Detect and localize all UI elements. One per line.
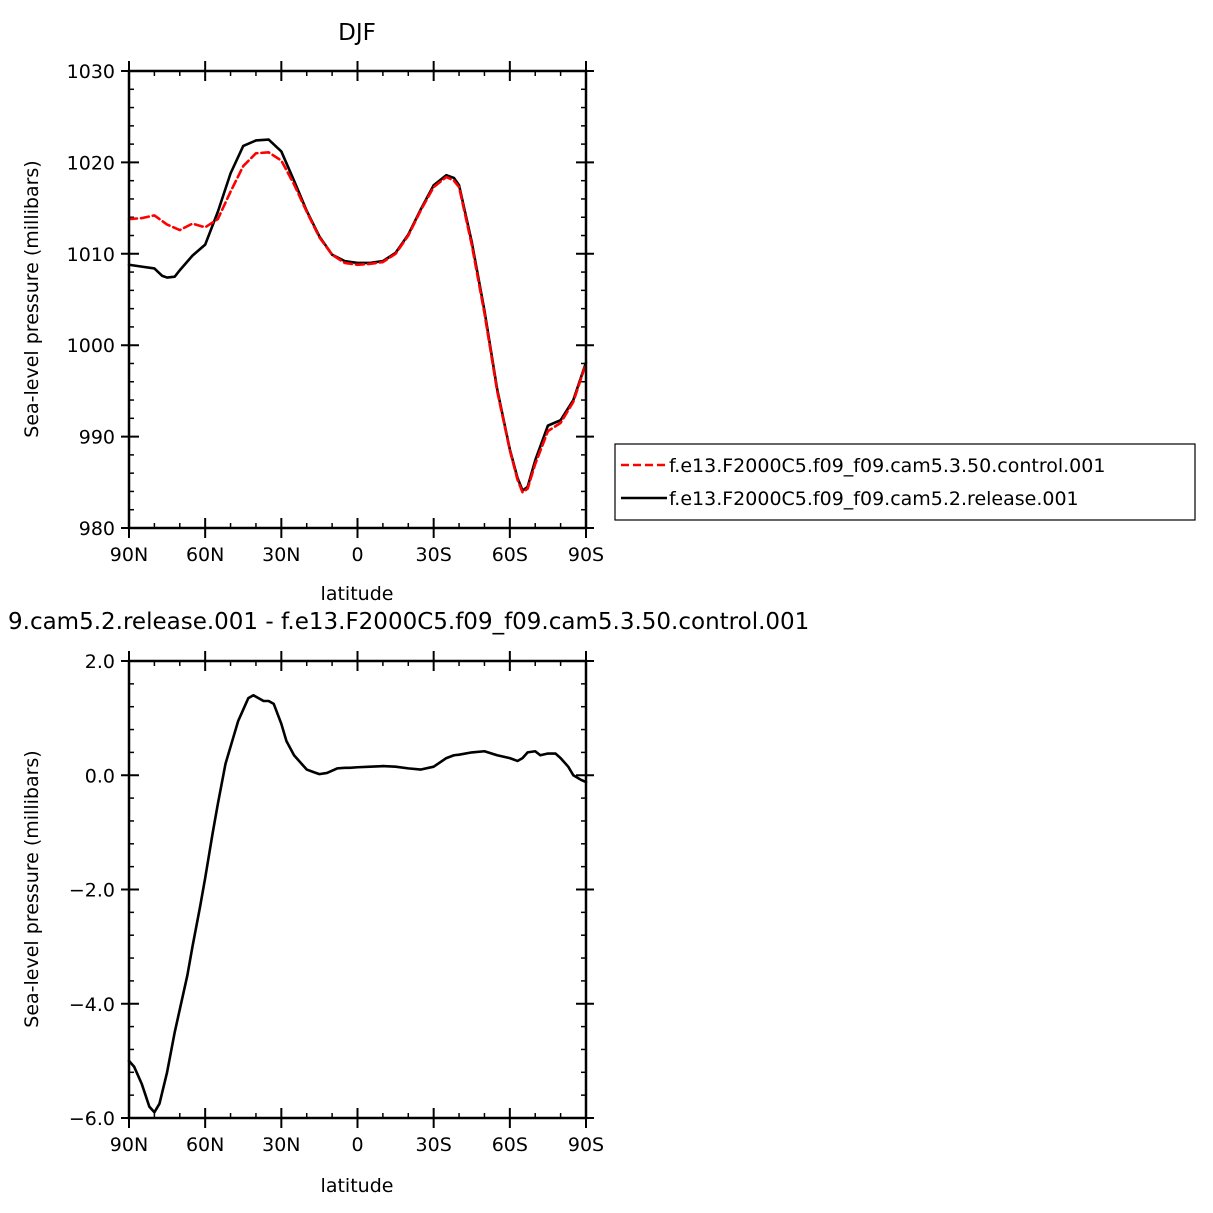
- x-tick-label: 90N: [110, 544, 148, 566]
- top-tick-marks: [121, 61, 594, 538]
- top-panel: DJF 90N 60N 30N 0 30S 60S 90S 980 990 1000 1010 10…: [21, 20, 604, 605]
- top-y-tick-labels: 980 990 1000 1010 1020 1030: [67, 61, 115, 540]
- top-y-axis-title: Sea-level pressure (millibars): [21, 160, 43, 437]
- y-tick-label: −2.0: [69, 880, 115, 902]
- x-tick-label: 90S: [568, 544, 604, 566]
- top-title: DJF: [338, 20, 376, 46]
- top-x-tick-labels: 90N 60N 30N 0 30S 60S 90S: [110, 544, 604, 566]
- top-series-line-0: [127, 151, 588, 494]
- bot-series-line-0: [127, 693, 588, 1114]
- legend-box: [614, 443, 1196, 521]
- legend-label-control: f.e13.F2000C5.f09_f09.cam5.3.50.control.…: [669, 455, 1105, 477]
- bottom-panel: 9.cam5.2.release.001 - f.e13.F2000C5.f09…: [8, 609, 809, 1197]
- x-tick-label: 60S: [492, 1134, 528, 1156]
- bottom-x-tick-labels: 90N 60N 30N 0 30S 60S 90S: [110, 1134, 604, 1156]
- x-tick-label: 30S: [416, 1134, 452, 1156]
- top-series-line-1: [127, 138, 588, 492]
- bottom-y-tick-labels: −6.0 −4.0 −2.0 0.0 2.0: [69, 651, 115, 1130]
- bottom-series-group: [127, 693, 588, 1114]
- y-tick-label: 2.0: [85, 651, 115, 673]
- y-tick-label: 1000: [67, 335, 115, 357]
- x-tick-label: 30N: [262, 544, 300, 566]
- x-tick-label: 60N: [186, 1134, 224, 1156]
- x-tick-label: 60S: [492, 544, 528, 566]
- top-series-group: [127, 138, 588, 494]
- y-tick-label: 1030: [67, 61, 115, 83]
- bottom-title: 9.cam5.2.release.001 - f.e13.F2000C5.f09…: [8, 609, 809, 635]
- x-tick-label: 30N: [262, 1134, 300, 1156]
- x-tick-label: 0: [351, 1134, 363, 1156]
- x-tick-label: 60N: [186, 544, 224, 566]
- x-tick-label: 90S: [568, 1134, 604, 1156]
- y-tick-label: 1020: [67, 152, 115, 174]
- y-tick-label: 1010: [67, 244, 115, 266]
- bottom-y-axis-title: Sea-level pressure (millibars): [21, 750, 43, 1027]
- legend-label-release: f.e13.F2000C5.f09_f09.cam5.2.release.001: [669, 488, 1079, 510]
- y-tick-label: 990: [79, 427, 115, 449]
- bottom-plot-frame: [127, 659, 588, 1120]
- bottom-x-axis-title: latitude: [321, 1175, 394, 1197]
- y-tick-label: 0.0: [85, 765, 115, 787]
- y-tick-label: 980: [79, 518, 115, 540]
- y-tick-label: −6.0: [69, 1108, 115, 1130]
- top-x-axis-title: latitude: [321, 583, 394, 605]
- x-tick-label: 0: [351, 544, 363, 566]
- legend: f.e13.F2000C5.f09_f09.cam5.3.50.control.…: [614, 443, 1196, 521]
- bottom-tick-marks: [121, 651, 594, 1128]
- top-plot-frame: [127, 69, 588, 530]
- x-tick-label: 90N: [110, 1134, 148, 1156]
- x-tick-label: 30S: [416, 544, 452, 566]
- y-tick-label: −4.0: [69, 994, 115, 1016]
